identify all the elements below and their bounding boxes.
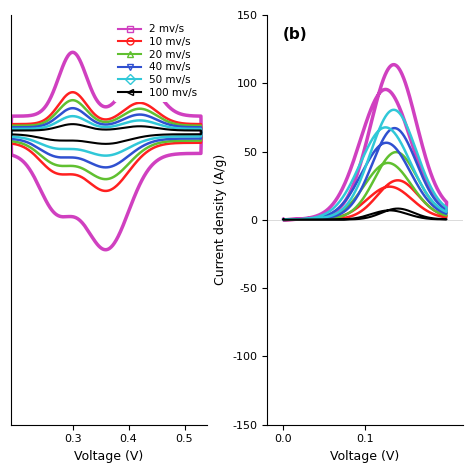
Text: (b): (b) — [283, 27, 308, 42]
Y-axis label: Current density (A/g): Current density (A/g) — [214, 154, 227, 285]
X-axis label: Voltage (V): Voltage (V) — [330, 450, 400, 463]
X-axis label: Voltage (V): Voltage (V) — [74, 450, 144, 463]
Legend: 2 mv/s, 10 mv/s, 20 mv/s, 40 mv/s, 50 mv/s, 100 mv/s: 2 mv/s, 10 mv/s, 20 mv/s, 40 mv/s, 50 mv… — [114, 20, 201, 102]
